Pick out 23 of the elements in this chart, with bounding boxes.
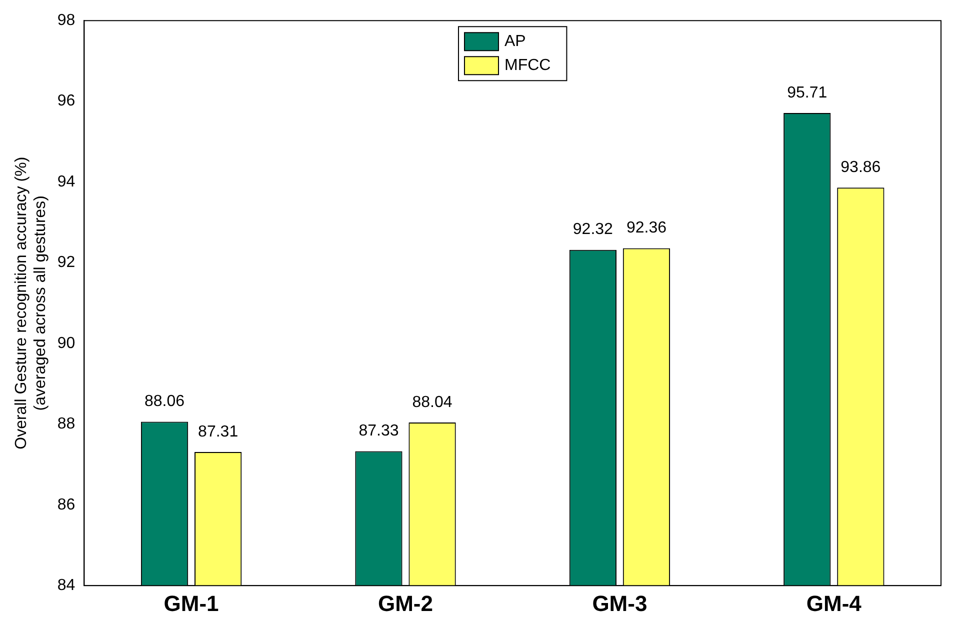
data-label: 87.31 [198,423,238,440]
data-label: 88.04 [412,394,452,411]
y-tick-label: 94 [57,173,76,190]
y-axis-title: Overall Gesture recognition accuracy (%) (averaged across all gestures) [13,156,50,450]
x-tick-label: GM-4 [806,590,862,616]
legend-label: MFCC [504,57,551,74]
y-tick-label: 86 [57,496,76,514]
y-tick-label: 98 [57,12,76,30]
y-tick-label: 84 [57,577,76,594]
data-label: 92.36 [626,220,667,237]
y-tick-label: 90 [57,334,76,352]
data-label: 95.71 [787,84,828,102]
x-tick-label: GM-3 [592,590,648,616]
data-label: 87.33 [358,422,399,440]
legend-label: AP [504,33,526,50]
x-tick-label: GM-2 [378,590,433,616]
x-tick-label: GM-1 [164,590,219,616]
data-label: 88.06 [144,393,185,410]
y-tick-label: 88 [57,416,76,433]
data-label: 92.32 [572,221,614,238]
data-label: 93.86 [840,159,881,176]
y-tick-label: 92 [57,254,76,272]
y-tick-label: 96 [57,92,76,110]
